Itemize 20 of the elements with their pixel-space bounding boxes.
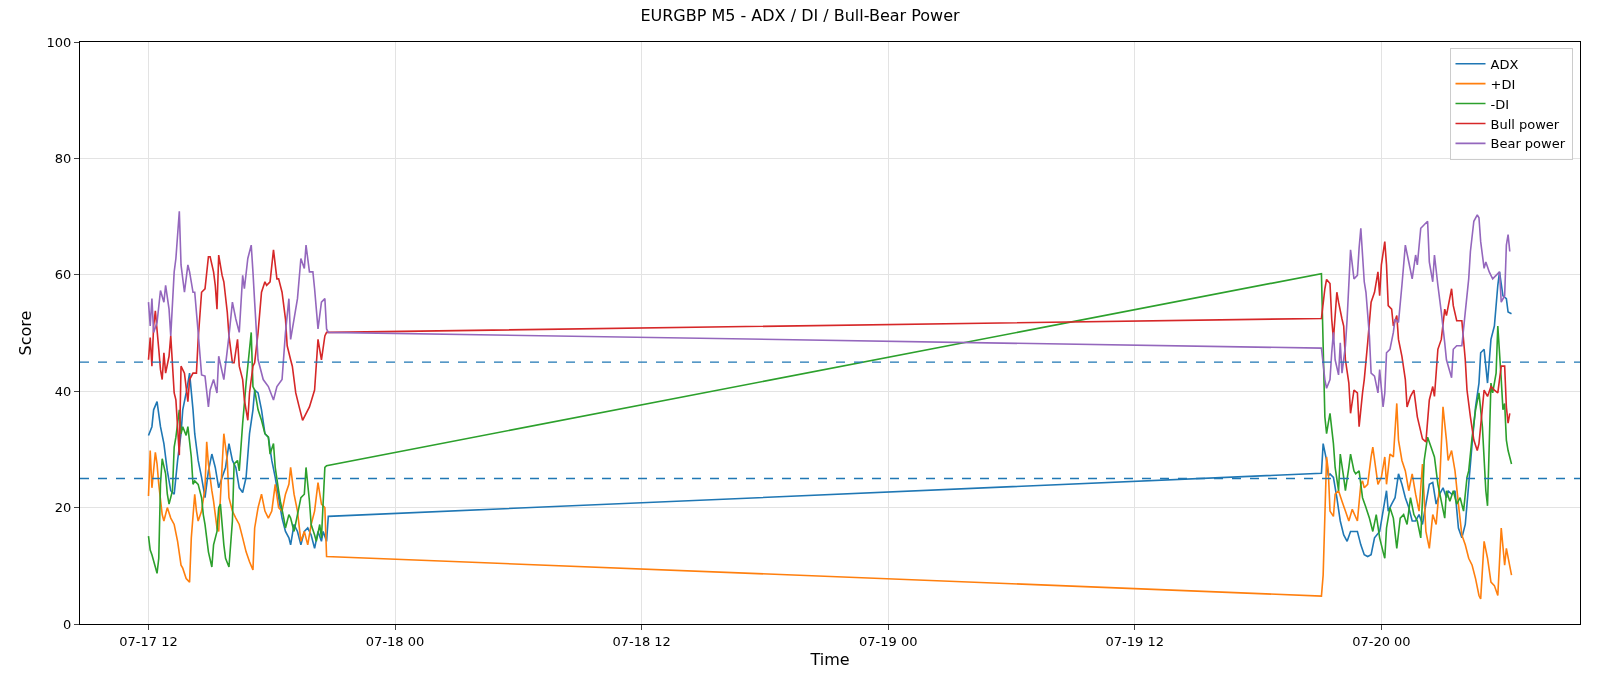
x-tick-label: 07-19 00 xyxy=(858,633,918,649)
legend-label: Bull power xyxy=(1490,116,1560,132)
x-tick-label: 07-20 00 xyxy=(1352,633,1411,649)
legend-label: -DI xyxy=(1490,96,1510,112)
x-tick-label: 07-17 12 xyxy=(119,633,178,649)
y-tick-label: 20 xyxy=(54,500,72,516)
legend-label: Bear power xyxy=(1490,136,1566,152)
legend-label: +DI xyxy=(1490,76,1516,92)
legend-label: ADX xyxy=(1490,56,1519,72)
x-tick-label: 07-18 00 xyxy=(365,633,425,649)
y-axis-title: Score xyxy=(16,310,36,356)
y-tick-label: 40 xyxy=(54,383,72,399)
x-tick-label: 07-19 12 xyxy=(1105,633,1165,649)
chart-title: EURGBP M5 - ADX / DI / Bull-Bear Power xyxy=(640,6,961,26)
y-tick-label: 60 xyxy=(54,267,72,283)
y-tick-label: 80 xyxy=(54,150,72,166)
y-tick-label: 0 xyxy=(63,616,72,632)
x-axis-title: Time xyxy=(809,650,850,670)
x-tick-label: 07-18 12 xyxy=(612,633,671,649)
y-tick-label: 100 xyxy=(46,34,72,50)
